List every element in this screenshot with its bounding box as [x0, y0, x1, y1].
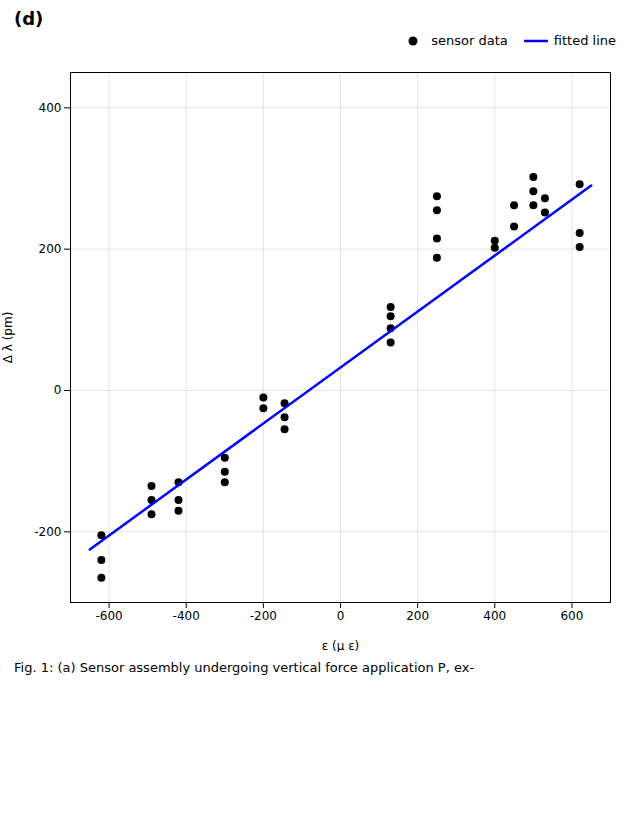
svg-text:-200: -200 — [250, 609, 277, 623]
svg-text:200: 200 — [406, 609, 429, 623]
svg-text:200: 200 — [39, 242, 62, 256]
svg-text:400: 400 — [39, 101, 62, 115]
svg-text:-600: -600 — [95, 609, 122, 623]
html-text:Fig. 1: (a) Sensor assembly un: Fig. 1: (a) Sensor assembly undergoing v… — [14, 660, 475, 675]
svg-text:0: 0 — [337, 609, 345, 623]
svg-text:600: 600 — [560, 609, 583, 623]
svg-text:-400: -400 — [173, 609, 200, 623]
svg-text:Δ λ (pm): Δ λ (pm) — [1, 312, 15, 364]
html-text:fitted line: fitted line — [553, 33, 616, 48]
svg-text:-200: -200 — [34, 525, 61, 539]
html-text:(d): (d) — [14, 8, 44, 29]
svg-text:400: 400 — [483, 609, 506, 623]
html-text:sensor data: sensor data — [431, 33, 508, 48]
svg-text:0: 0 — [54, 383, 62, 397]
svg-text:ε (μ ε): ε (μ ε) — [322, 639, 360, 653]
